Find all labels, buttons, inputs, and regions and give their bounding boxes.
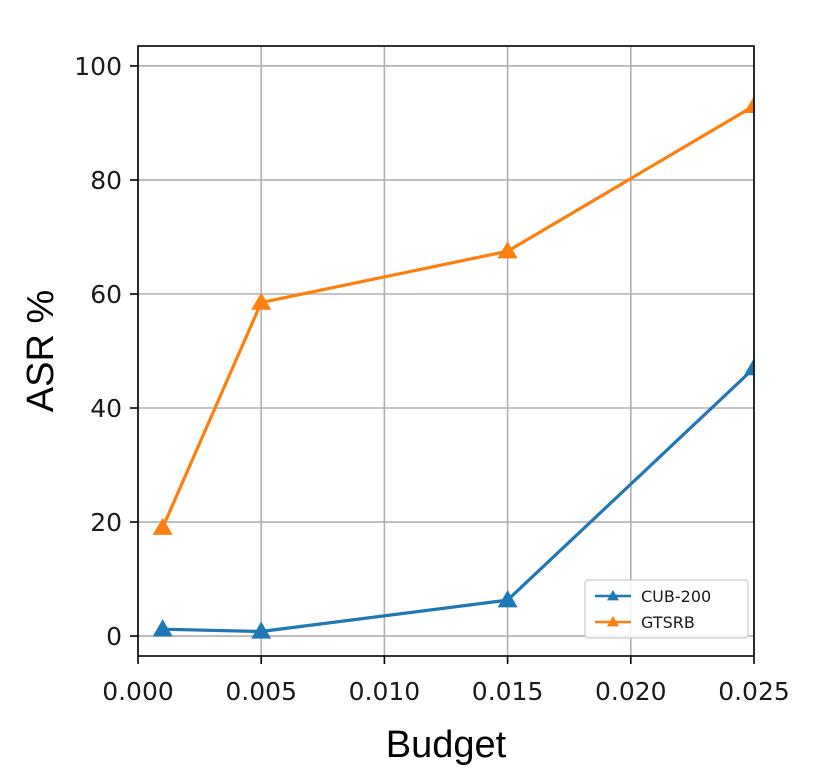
y-tick-label: 80 <box>90 166 122 195</box>
plot-frame <box>137 45 755 657</box>
legend: CUB-200 GTSRB <box>584 579 749 639</box>
legend-label-cub-200: CUB-200 <box>641 587 711 606</box>
x-tick-label: 0.005 <box>225 677 297 706</box>
x-tick-label: 0.020 <box>595 677 667 706</box>
series-line-gtsrb <box>161 104 754 529</box>
data-point-gtsrb <box>152 517 173 535</box>
grid-lines <box>137 46 755 656</box>
x-tick-label: 0.025 <box>718 677 790 706</box>
x-axis-title: Budget <box>386 724 507 766</box>
series-line-cub-200 <box>162 366 754 634</box>
data-point-cub-200 <box>152 619 173 637</box>
data-point-cub-200 <box>251 621 272 639</box>
data-point-cub-200 <box>744 358 754 376</box>
data-point-gtsrb <box>497 241 518 259</box>
legend-marker-gtsrb <box>607 616 619 627</box>
data-point-cub-200 <box>497 590 518 608</box>
y-tick-label: 0 <box>106 622 122 651</box>
y-tick-label: 60 <box>90 280 122 309</box>
data-point-gtsrb <box>744 95 754 114</box>
legend-marker-cub-200 <box>607 590 619 601</box>
y-tick-label: 20 <box>90 508 122 537</box>
axis-ticks: 0.000 0.005 0.010 0.015 0.020 0.025 0 20 40 60 80 1… <box>74 52 790 706</box>
x-tick-label: 0.015 <box>472 677 544 706</box>
series-gtsrb <box>152 95 754 535</box>
data-point-gtsrb <box>251 292 272 310</box>
series-layer <box>152 95 754 639</box>
x-tick-label: 0.010 <box>349 677 421 706</box>
y-tick-label: 100 <box>74 52 122 81</box>
x-tick-label: 0.000 <box>102 677 174 706</box>
y-tick-label: 40 <box>90 394 122 423</box>
series-cub-200 <box>152 358 754 639</box>
legend-label-gtsrb: GTSRB <box>641 613 695 632</box>
legend-box <box>584 579 749 639</box>
y-axis-title: ASR % <box>20 290 62 412</box>
